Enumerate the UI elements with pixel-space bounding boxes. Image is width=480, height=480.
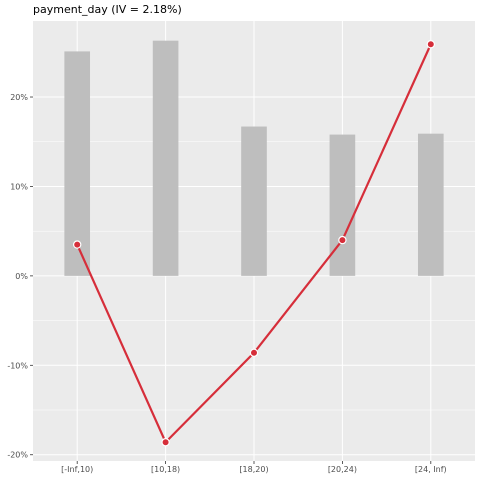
line-point	[72, 240, 82, 249]
x-tick-label: [-Inf,10)	[61, 465, 93, 474]
chart-title: payment_day (IV = 2.18%)	[33, 3, 182, 16]
y-tick-label: 20%	[10, 93, 28, 102]
line-point	[338, 235, 347, 245]
y-axis: -20% -10% 0% 10% 20%	[7, 93, 33, 460]
points	[72, 40, 435, 447]
bars	[64, 40, 444, 276]
y-tick-label: 0%	[15, 272, 28, 281]
x-axis: [-Inf,10) [10,18) [18,20) [20,24) [24, Inf)	[61, 461, 447, 474]
y-tick-label: -20%	[7, 451, 28, 460]
x-tick-label: [24, Inf)	[415, 465, 447, 474]
line-point	[249, 348, 259, 357]
bar	[241, 126, 267, 276]
bar	[64, 51, 91, 276]
y-tick-label: -10%	[7, 361, 28, 370]
bar	[329, 134, 356, 276]
x-tick-label: [18,20)	[239, 465, 268, 474]
line-point	[161, 438, 170, 447]
bar	[152, 40, 179, 276]
bar	[417, 133, 444, 276]
x-tick-label: [20,24)	[328, 465, 357, 474]
x-tick-label: [10,18)	[151, 465, 180, 474]
y-tick-label: 10%	[10, 182, 28, 191]
line-point	[426, 40, 435, 49]
